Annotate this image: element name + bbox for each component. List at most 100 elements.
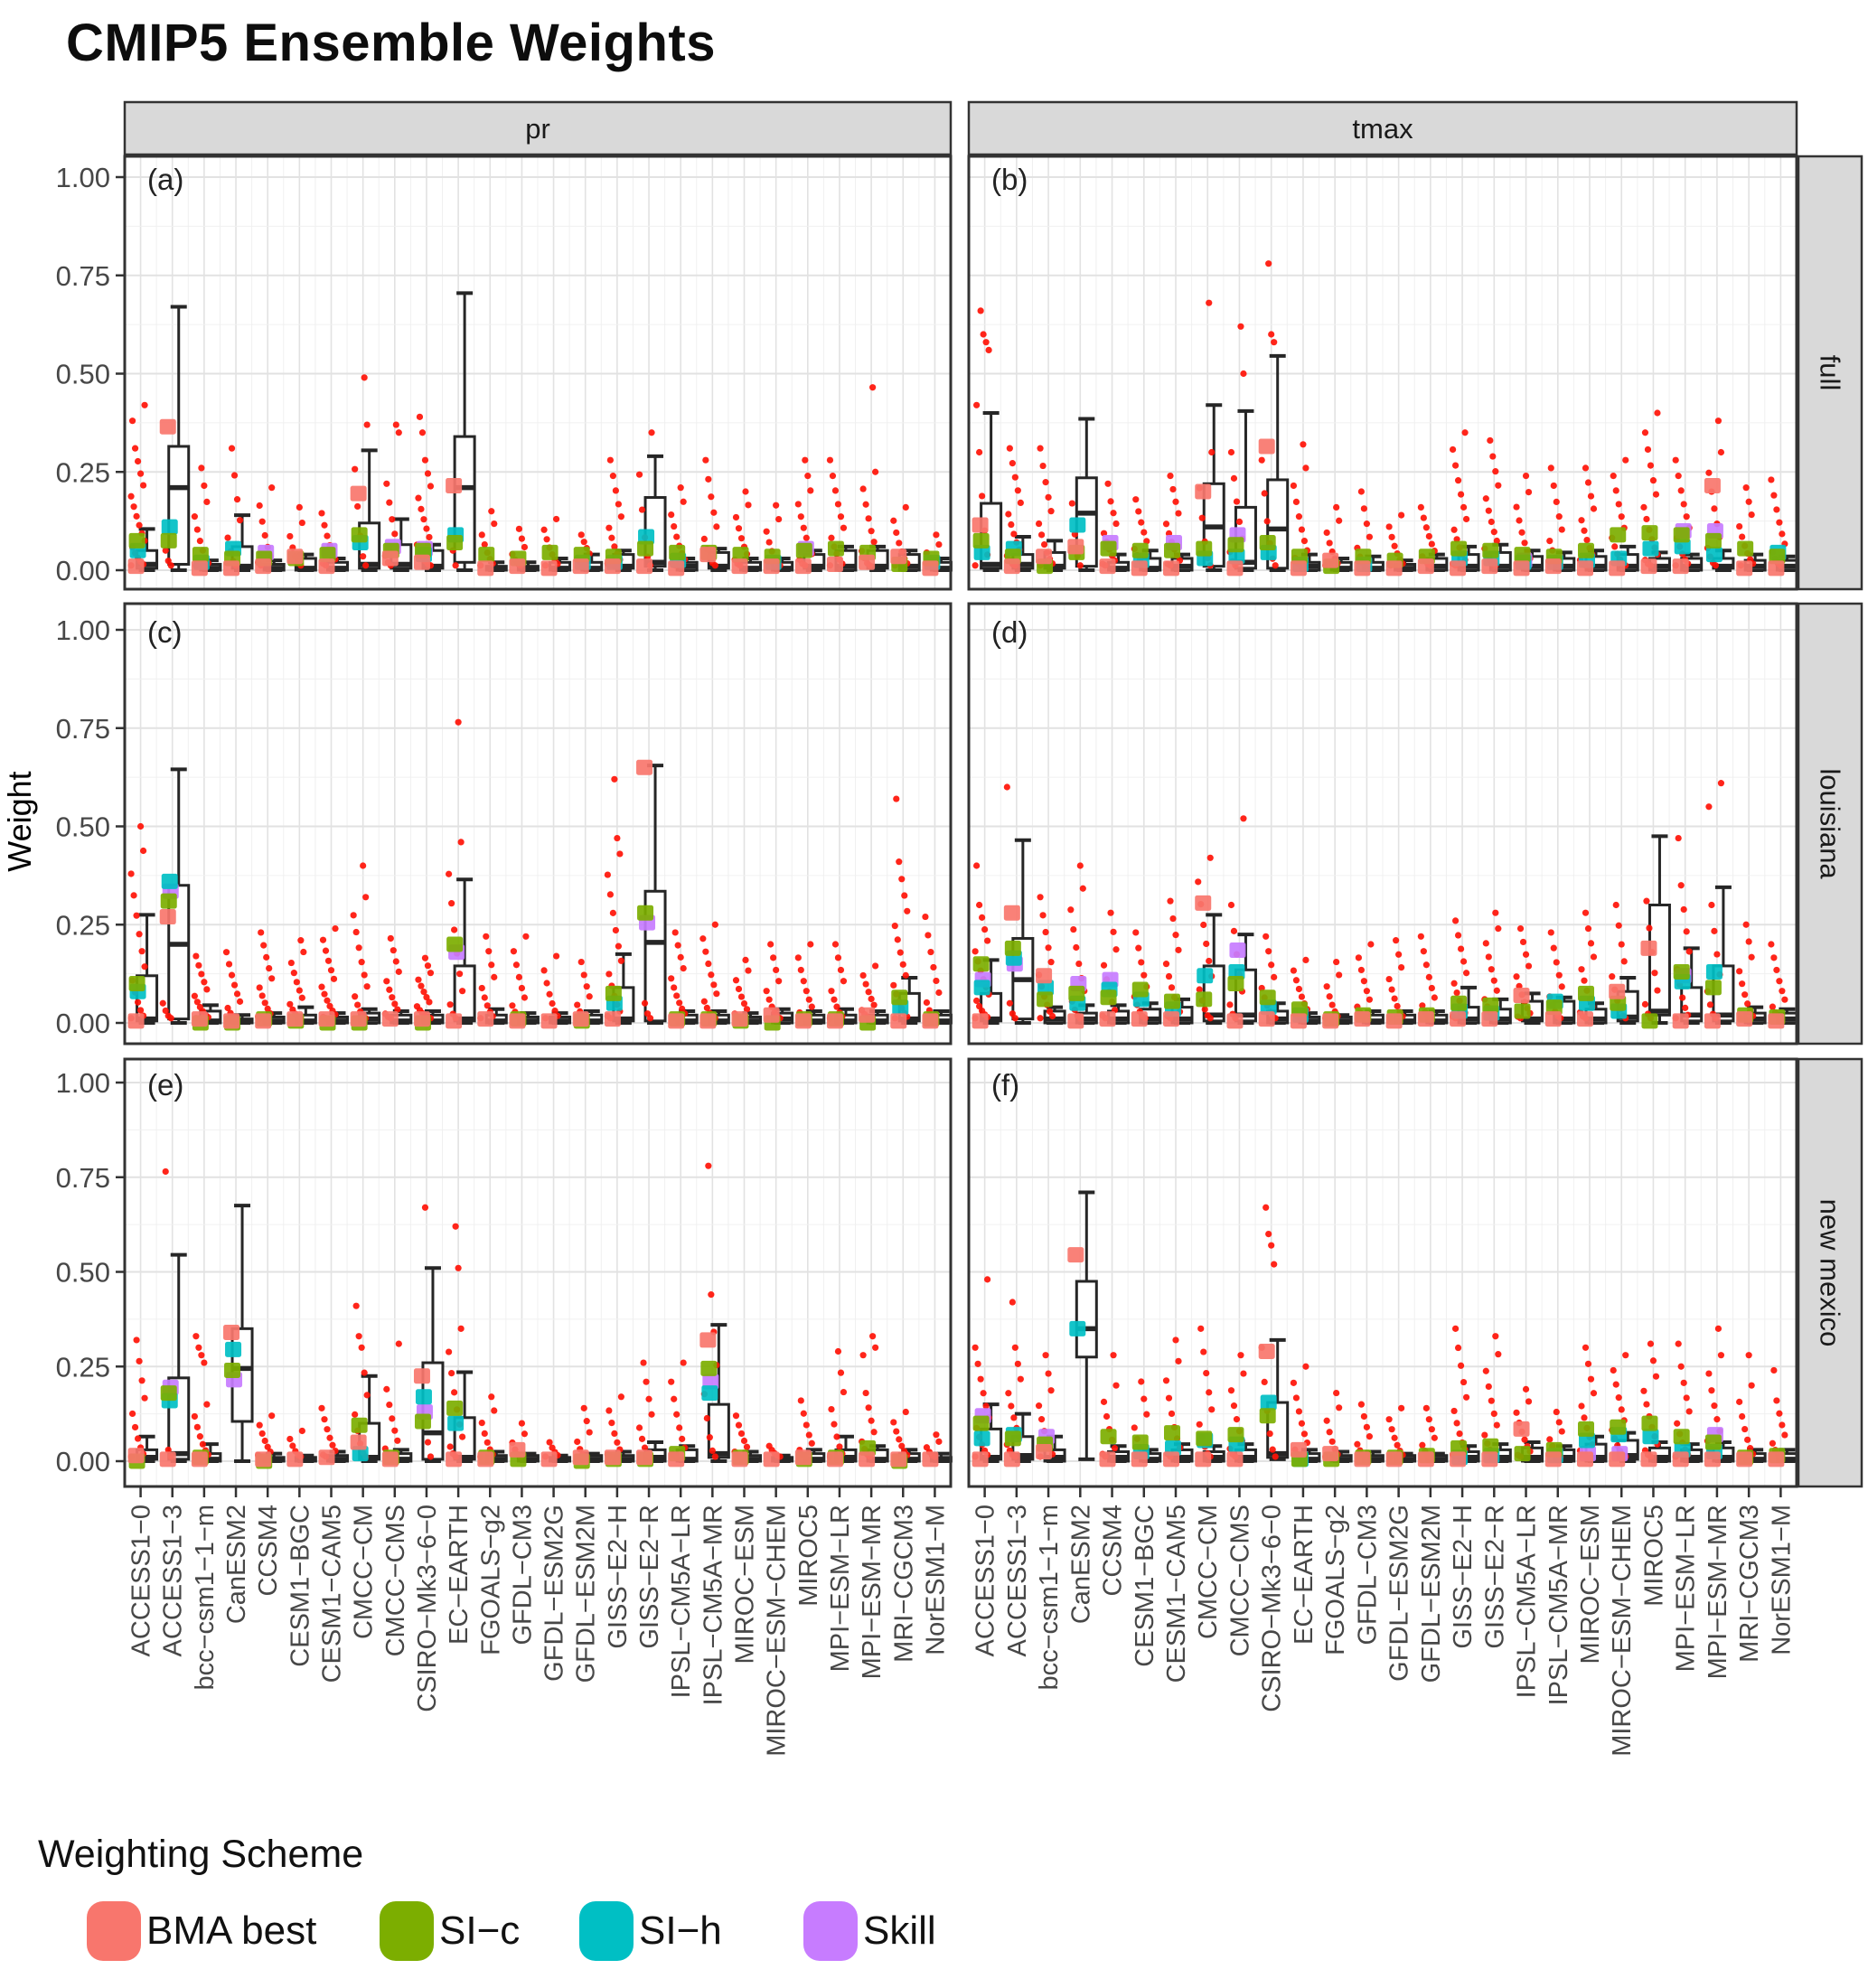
scheme-marker-bma-best <box>1736 1451 1753 1468</box>
scheme-marker-si-c <box>1610 1419 1627 1435</box>
jitter-dot <box>491 1407 498 1414</box>
jitter-dot <box>1388 986 1395 993</box>
jitter-dot <box>1683 1394 1690 1402</box>
boxplot-group <box>1099 480 1131 575</box>
jitter-dot <box>1422 1404 1430 1411</box>
jitter-dot <box>803 534 810 541</box>
jitter-dot <box>586 1429 593 1436</box>
jitter-dot <box>193 526 201 533</box>
jitter-dot <box>201 482 208 490</box>
jitter-dot <box>862 501 869 508</box>
jitter-dot <box>902 971 909 979</box>
jitter-dot <box>1462 1393 1470 1401</box>
jitter-dot <box>1263 518 1271 525</box>
x-tick-label: MIROC−ESM−CHEM <box>1608 1505 1637 1757</box>
x-tick-label: MPI−ESM−MR <box>858 1505 887 1679</box>
jitter-dot <box>1419 1441 1426 1449</box>
jitter-dot <box>859 971 867 980</box>
scheme-marker-bma-best <box>1481 1451 1498 1468</box>
jitter-dot <box>1107 909 1114 916</box>
jitter-dot <box>1391 1434 1398 1441</box>
jitter-dot <box>980 1390 987 1397</box>
jitter-dot <box>481 1430 488 1438</box>
scheme-marker-bma-best <box>731 558 748 575</box>
jitter-dot <box>1553 1408 1560 1416</box>
jitter-dot <box>1525 488 1533 496</box>
jitter-dot <box>518 1420 526 1427</box>
boxplot-group <box>826 456 858 572</box>
jitter-dot <box>1076 562 1084 569</box>
scheme-marker-si-c <box>1037 991 1054 1008</box>
scheme-marker-bma-best <box>826 556 843 572</box>
jitter-dot <box>1748 1382 1755 1389</box>
jitter-dot <box>1237 1352 1244 1359</box>
jitter-dot <box>1167 473 1174 480</box>
jitter-dot <box>974 1360 981 1367</box>
scheme-marker-bma-best <box>191 560 208 577</box>
jitter-dot <box>1683 513 1690 520</box>
boxplot-group <box>1131 496 1162 577</box>
jitter-dot <box>264 1005 271 1012</box>
jitter-dot <box>1398 1404 1405 1411</box>
jitter-dot <box>1776 519 1783 526</box>
scheme-marker-bma-best <box>1385 1451 1403 1468</box>
jitter-dot <box>459 988 466 995</box>
jitter-dot <box>521 994 529 1001</box>
scheme-marker-si-c <box>1355 549 1372 565</box>
jitter-dot <box>1748 511 1755 519</box>
jitter-dot <box>1770 954 1778 961</box>
scheme-marker-bma-best <box>1481 1011 1498 1027</box>
y-tick-label: 0.25 <box>56 456 110 488</box>
jitter-dot <box>483 1002 491 1009</box>
jitter-dot <box>296 503 303 511</box>
jitter-dot <box>321 1416 328 1423</box>
jitter-dot <box>745 502 752 509</box>
boxplot-group <box>826 1347 858 1468</box>
jitter-dot <box>1641 429 1649 436</box>
jitter-dot <box>131 1423 139 1431</box>
boxplot-group <box>350 374 381 572</box>
jitter-dot <box>352 1411 359 1418</box>
jitter-dot <box>1672 456 1679 464</box>
scheme-marker-bma-best <box>1322 1446 1339 1462</box>
scheme-marker-bma-best <box>1163 560 1179 577</box>
x-tick-label: CSIRO−Mk3−6−0 <box>413 1505 442 1712</box>
jitter-dot <box>713 523 720 530</box>
boxplot-group <box>477 1393 508 1468</box>
boxplot-group <box>1481 909 1512 1027</box>
jitter-dot <box>1706 1001 1714 1008</box>
jitter-dot <box>1290 967 1298 974</box>
boxplot-group <box>1768 941 1798 1029</box>
jitter-dot <box>451 926 458 933</box>
boxplot-group <box>922 913 953 1029</box>
scheme-marker-bma-best <box>191 1451 208 1468</box>
x-tick-label: CESM1−CAM5 <box>318 1505 347 1683</box>
jitter-dot <box>984 937 991 944</box>
jitter-dot <box>1047 508 1055 515</box>
jitter-dot <box>1705 469 1713 476</box>
scheme-marker-bma-best <box>255 1451 272 1468</box>
jitter-dot <box>1047 1387 1055 1394</box>
boxplot-group <box>1258 1204 1290 1461</box>
scheme-marker-si-c <box>891 989 908 1006</box>
jitter-dot <box>289 1006 296 1013</box>
jitter-dot <box>1457 491 1465 498</box>
svg-text:louisiana: louisiana <box>1815 768 1846 879</box>
jitter-dot <box>1450 980 1458 987</box>
jitter-dot <box>261 1437 268 1445</box>
jitter-dot <box>703 1414 710 1422</box>
jitter-dot <box>1773 966 1780 974</box>
scheme-marker-si-c <box>446 535 464 551</box>
boxplot-group <box>636 759 667 1025</box>
scheme-marker-si-h <box>1705 547 1723 563</box>
jitter-dot <box>834 501 842 508</box>
jitter-dot <box>361 971 368 979</box>
jitter-dot <box>1742 921 1750 928</box>
panel-a: (a) 1.00 0.75 0.50 0.25 0.00 <box>56 155 953 591</box>
jitter-dot <box>1488 966 1495 973</box>
jitter-dot <box>737 1430 746 1438</box>
boxplot-group <box>1035 1352 1066 1463</box>
scheme-marker-si-c <box>351 527 368 543</box>
jitter-dot <box>797 1397 804 1404</box>
jitter-dot <box>193 1423 201 1430</box>
